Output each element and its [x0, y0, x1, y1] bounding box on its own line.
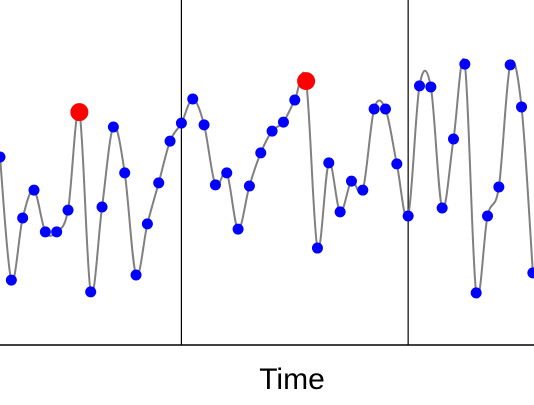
data-point — [493, 181, 505, 193]
data-point — [51, 226, 63, 238]
data-point — [459, 58, 471, 70]
data-point — [119, 167, 131, 179]
data-point — [357, 184, 369, 196]
data-point — [516, 101, 528, 113]
data-point — [62, 204, 74, 216]
data-point — [470, 287, 482, 299]
data-point — [5, 274, 17, 286]
data-point — [504, 59, 516, 71]
data-point — [402, 210, 414, 222]
data-point — [391, 158, 403, 170]
data-point — [28, 184, 40, 196]
data-point — [289, 94, 301, 106]
data-point — [175, 117, 187, 129]
data-point — [198, 119, 210, 131]
data-point — [334, 206, 346, 218]
data-point — [85, 286, 97, 298]
highlight-point — [297, 72, 316, 91]
data-point — [209, 179, 221, 191]
data-point — [413, 80, 425, 92]
data-point — [311, 242, 323, 254]
data-line — [0, 58, 534, 299]
data-point — [164, 135, 176, 147]
data-point — [425, 81, 437, 93]
data-point — [96, 201, 108, 213]
data-point — [379, 103, 391, 115]
data-point — [266, 125, 278, 137]
data-point — [345, 175, 357, 187]
data-point — [187, 93, 199, 105]
highlight-point — [70, 103, 89, 122]
data-point — [39, 226, 51, 238]
data-point — [277, 116, 289, 128]
data-point — [107, 121, 119, 133]
data-point — [17, 212, 29, 224]
data-point — [141, 218, 153, 230]
data-point — [448, 133, 460, 145]
data-point — [255, 147, 267, 159]
data-point — [323, 157, 335, 169]
data-point — [153, 177, 165, 189]
data-point — [0, 151, 6, 163]
data-point — [368, 103, 380, 115]
data-point — [221, 167, 233, 179]
data-point — [243, 180, 255, 192]
data-point — [436, 202, 448, 214]
data-point — [482, 210, 494, 222]
data-point — [527, 267, 534, 279]
data-point — [232, 223, 244, 235]
data-point — [130, 269, 142, 281]
x-axis-label: Time — [259, 363, 325, 396]
